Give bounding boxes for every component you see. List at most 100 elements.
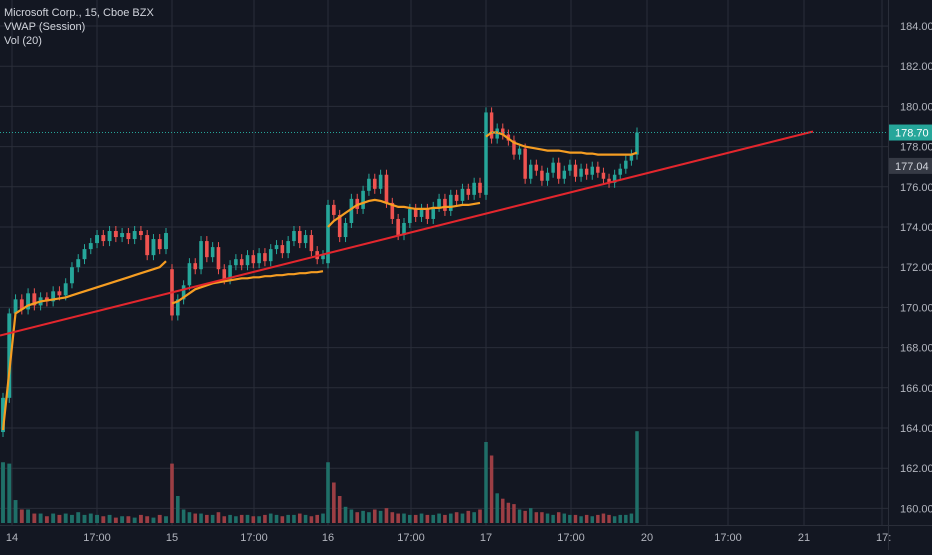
volume-bar [257,516,261,523]
volume-bar [286,515,290,523]
candle-body [596,167,599,173]
price-tick-label: 168.00 [900,343,932,355]
candle-body [461,189,465,201]
volume-bar [120,516,124,523]
candle-body [518,149,521,155]
vwap-legend[interactable]: VWAP (Session) [4,20,154,34]
candle-body [484,112,487,194]
volume-bar [234,516,238,523]
volume-bar [523,511,526,523]
price-tick-label: 178.00 [900,142,932,154]
volume-bar [373,510,377,524]
candle-body [585,169,588,175]
volume-bar [114,518,118,523]
volume-bar [188,512,192,523]
volume-bar [139,515,143,523]
candle-body [591,167,594,175]
candle-body [563,171,566,179]
volume-bar [315,515,319,523]
candle-body [298,231,302,243]
secondary-price-label: 177.04 [895,161,929,173]
candle-body [246,255,250,265]
candle-body [408,209,412,223]
candle-body [240,259,244,265]
price-tick-label: 180.00 [900,101,932,113]
volume-bar [170,464,174,523]
candle-body [211,247,215,257]
candle-body [455,195,459,201]
volume-bar [108,515,112,523]
candle-body [252,255,256,263]
volume-bar [602,514,605,523]
volume-bar [126,516,130,523]
volume-bar [408,515,412,523]
volume-bar [133,518,137,523]
volume-bar [51,514,55,523]
time-tick-label: 16 [322,532,334,544]
symbol-legend[interactable]: Microsoft Corp., 15, Cboe BZX [4,6,154,20]
time-tick-label: 15 [166,532,178,544]
candle-body [145,235,149,255]
volume-bar [607,515,610,523]
volume-bar [402,514,406,523]
candle-body [396,219,400,235]
price-tick-label: 172.00 [900,262,932,274]
volume-bar [164,516,168,523]
volume-bar [32,514,36,523]
time-tick-label: 17:00 [397,532,425,544]
volume-bar [501,499,504,523]
last-price-label: 178.70 [895,128,929,140]
volume-bar [269,514,273,523]
volume-bar [484,442,487,523]
candle-body [367,179,371,191]
volume-bar [83,515,87,523]
volume-bar [1,462,5,523]
volume-bar [344,507,348,523]
volume-bar [546,514,549,523]
volume-bar [490,456,493,524]
volume-bar [431,515,435,523]
volume-bar [385,508,389,523]
candle-body [540,171,543,181]
volume-bar [332,483,336,524]
price-tick-label: 174.00 [900,222,932,234]
candle-body [263,253,267,261]
candle-body [269,249,273,261]
price-tick-label: 166.00 [900,383,932,395]
volume-bar [529,508,532,523]
candle-body [379,175,383,189]
candle-body [114,231,118,237]
candle-body [95,235,99,243]
candle-body [478,183,482,193]
candle-body [222,269,226,279]
volume-bar [57,515,61,523]
candle-body [437,199,441,207]
candle-body [188,263,192,285]
candle-body [361,191,365,209]
volume-bar [624,515,627,523]
volume-bar [338,496,342,523]
volume-bar [426,515,430,523]
volume-bar [26,510,30,524]
volume-bar [64,514,68,523]
volume-bar [76,512,80,523]
volume-bar [390,512,394,523]
volume-bar [618,515,621,523]
volume-bar [361,511,365,523]
volume-bar [512,504,515,523]
candle-body [535,165,538,171]
candle-body [420,209,424,217]
volume-bar [252,516,256,523]
candle-body [466,189,470,195]
candle-body [83,249,87,259]
time-tick-label: 17:00 [714,532,742,544]
volume-bar [145,516,149,523]
candle-body [332,205,336,215]
volume-legend[interactable]: Vol (20) [4,34,154,48]
candle-body [199,241,203,269]
chart-legend: Microsoft Corp., 15, Cboe BZX VWAP (Sess… [4,6,154,48]
candle-body [257,253,261,263]
candle-body [472,183,476,195]
